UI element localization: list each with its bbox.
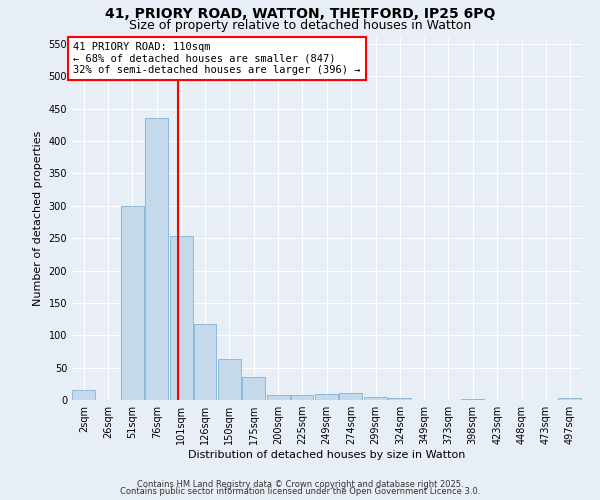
Bar	[218, 359, 241, 400]
Text: 41 PRIORY ROAD: 110sqm
← 68% of detached houses are smaller (847)
32% of semi-de: 41 PRIORY ROAD: 110sqm ← 68% of detached…	[73, 42, 361, 75]
Bar	[364, 397, 387, 400]
X-axis label: Distribution of detached houses by size in Watton: Distribution of detached houses by size …	[188, 450, 466, 460]
Bar	[242, 378, 265, 400]
Bar	[266, 395, 290, 400]
Bar	[558, 398, 581, 400]
Text: 41, PRIORY ROAD, WATTON, THETFORD, IP25 6PQ: 41, PRIORY ROAD, WATTON, THETFORD, IP25 …	[105, 8, 495, 22]
Bar	[315, 394, 338, 400]
Bar	[121, 206, 143, 400]
Bar	[461, 398, 484, 400]
Bar	[339, 393, 362, 400]
Bar	[73, 390, 95, 400]
Y-axis label: Number of detached properties: Number of detached properties	[33, 131, 43, 306]
Bar	[194, 324, 216, 400]
Text: Contains public sector information licensed under the Open Government Licence 3.: Contains public sector information licen…	[120, 487, 480, 496]
Bar	[388, 398, 412, 400]
Bar	[145, 118, 168, 400]
Text: Contains HM Land Registry data © Crown copyright and database right 2025.: Contains HM Land Registry data © Crown c…	[137, 480, 463, 489]
Text: Size of property relative to detached houses in Watton: Size of property relative to detached ho…	[129, 18, 471, 32]
Bar	[291, 395, 313, 400]
Bar	[170, 236, 193, 400]
